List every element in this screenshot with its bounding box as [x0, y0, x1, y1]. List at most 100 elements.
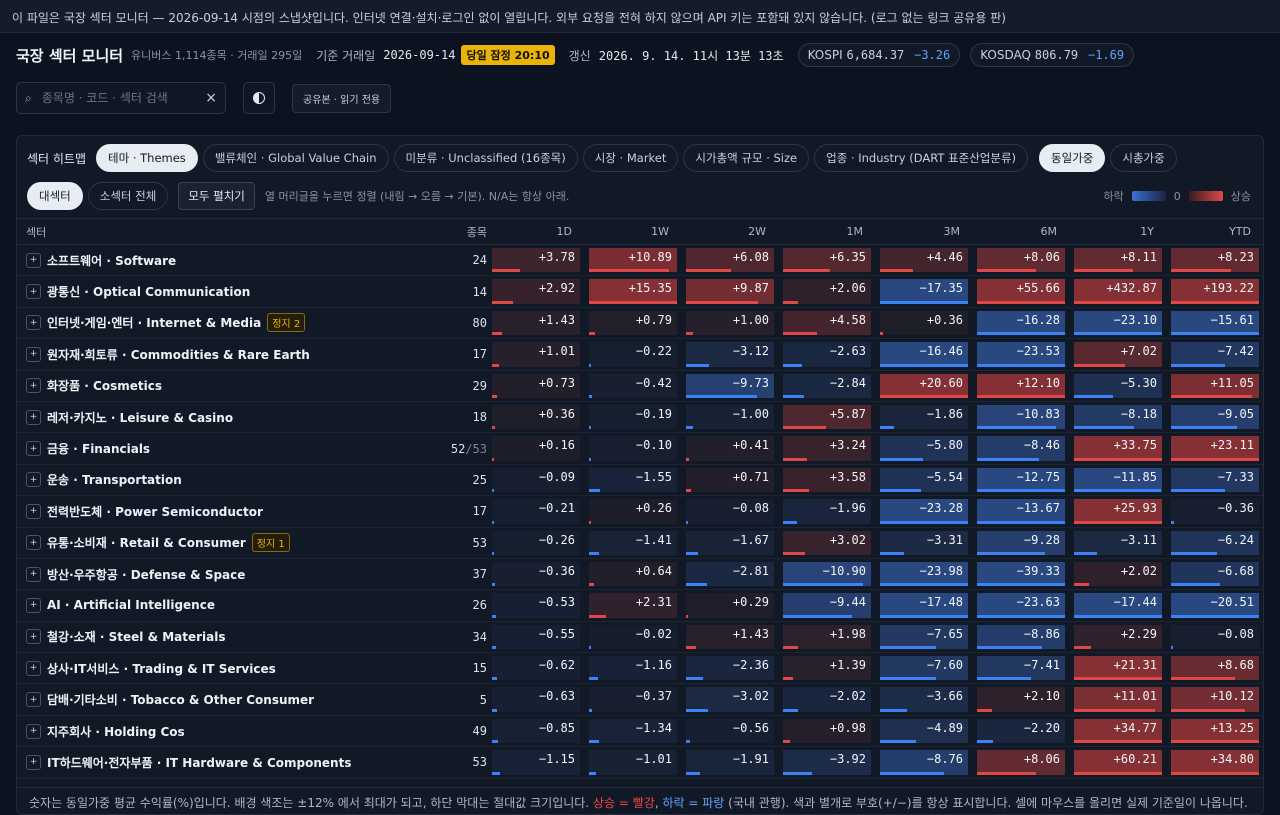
return-cell[interactable]: −23.53 — [972, 339, 1069, 369]
table-row[interactable]: + 광통신 · Optical Communication 14 +2.92 +15.3… — [17, 276, 1263, 308]
table-row[interactable]: + 레저·카지노 · Leisure & Casino 18 +0.36 −0.19 −1… — [17, 402, 1263, 434]
return-cell[interactable]: +3.58 — [778, 465, 875, 495]
table-row[interactable]: + 소프트웨어 · Software 24 +3.78 +10.89 +6.08 +6.35… — [17, 245, 1263, 277]
return-cell[interactable]: −10.90 — [778, 559, 875, 589]
return-cell[interactable]: −6.24 — [1166, 528, 1263, 558]
return-cell[interactable]: −0.62 — [487, 653, 584, 683]
return-cell[interactable]: +8.06 — [972, 747, 1069, 777]
return-cell[interactable]: −17.35 — [875, 276, 972, 306]
tab-size[interactable]: 시가총액 규모 · Size — [683, 144, 810, 172]
expand-row-icon[interactable]: + — [26, 629, 41, 645]
return-cell[interactable]: −0.85 — [487, 716, 584, 746]
return-cell[interactable]: −0.08 — [681, 496, 778, 526]
return-cell[interactable]: −1.55 — [584, 465, 681, 495]
return-cell[interactable]: −7.41 — [972, 653, 1069, 683]
table-row[interactable]: + 유통·소비재 · Retail & Consumer 정지 1 53 −0.26 −1… — [17, 528, 1263, 559]
tab-value-chain[interactable]: 밸류체인 · Global Value Chain — [202, 144, 389, 172]
return-cell[interactable]: −17.44 — [1069, 590, 1166, 620]
return-cell[interactable]: −0.42 — [584, 371, 681, 401]
return-cell[interactable]: −2.36 — [681, 653, 778, 683]
return-cell[interactable]: −3.11 — [1069, 528, 1166, 558]
table-row[interactable]: + 상사·IT서비스 · Trading & IT Services 15 −0.62… — [17, 653, 1263, 685]
tab-cap-weight[interactable]: 시총가중 — [1110, 144, 1177, 172]
table-row[interactable]: + AI · Artificial Intelligence 26 −0.53 +2.3… — [17, 590, 1263, 622]
column-header-1w[interactable]: 1W — [651, 225, 669, 238]
return-cell[interactable]: +1.98 — [778, 622, 875, 652]
table-row[interactable]: + IT하드웨어·전자부품 · IT Hardware & Components 5… — [17, 747, 1263, 779]
return-cell[interactable]: +0.36 — [487, 402, 584, 432]
expand-row-icon[interactable]: + — [26, 535, 41, 551]
return-cell[interactable]: +432.87 — [1069, 276, 1166, 306]
return-cell[interactable]: −1.86 — [875, 402, 972, 432]
return-cell[interactable]: +13.25 — [1166, 716, 1263, 746]
column-header-3m[interactable]: 3M — [943, 225, 961, 238]
return-cell[interactable]: +8.68 — [1166, 653, 1263, 683]
return-cell[interactable]: −0.08 — [1166, 622, 1263, 652]
return-cell[interactable]: +1.00 — [681, 308, 778, 338]
return-cell[interactable]: +20.60 — [875, 371, 972, 401]
return-cell[interactable]: +11.05 — [1166, 371, 1263, 401]
tab-major-sectors[interactable]: 대섹터 — [27, 182, 83, 210]
return-cell[interactable]: +2.31 — [584, 590, 681, 620]
tab-unclassified[interactable]: 미분류 · Unclassified (16종목) — [393, 144, 578, 172]
return-cell[interactable]: −7.60 — [875, 653, 972, 683]
return-cell[interactable]: +2.06 — [778, 276, 875, 306]
return-cell[interactable]: −23.28 — [875, 496, 972, 526]
expand-all-button[interactable]: 모두 펼치기 — [178, 182, 255, 210]
return-cell[interactable]: −0.19 — [584, 402, 681, 432]
return-cell[interactable]: −3.02 — [681, 684, 778, 714]
tab-industry[interactable]: 업종 · Industry (DART 표준산업분류) — [814, 144, 1029, 172]
return-cell[interactable]: −2.81 — [681, 559, 778, 589]
return-cell[interactable]: −0.36 — [487, 559, 584, 589]
return-cell[interactable]: +6.08 — [681, 245, 778, 275]
return-cell[interactable]: −2.20 — [972, 716, 1069, 746]
return-cell[interactable]: −0.55 — [487, 622, 584, 652]
return-cell[interactable]: +0.71 — [681, 465, 778, 495]
return-cell[interactable]: −5.30 — [1069, 371, 1166, 401]
column-header-1y[interactable]: 1Y — [1140, 225, 1154, 238]
return-cell[interactable]: −1.41 — [584, 528, 681, 558]
return-cell[interactable]: +2.10 — [972, 684, 1069, 714]
return-cell[interactable]: −6.68 — [1166, 559, 1263, 589]
return-cell[interactable]: −0.36 — [1166, 496, 1263, 526]
return-cell[interactable]: +3.78 — [487, 245, 584, 275]
expand-row-icon[interactable]: + — [26, 441, 41, 457]
expand-row-icon[interactable]: + — [26, 660, 41, 676]
table-row[interactable]: + 화장품 · Cosmetics 29 +0.73 −0.42 −9.73 −2.84 +2… — [17, 371, 1263, 402]
return-cell[interactable]: +8.11 — [1069, 245, 1166, 275]
return-cell[interactable]: +12.10 — [972, 371, 1069, 401]
return-cell[interactable]: +1.01 — [487, 339, 584, 369]
return-cell[interactable]: −0.02 — [584, 622, 681, 652]
return-cell[interactable]: +0.36 — [875, 308, 972, 338]
return-cell[interactable]: +0.73 — [487, 371, 584, 401]
share-readonly-button[interactable]: 공유본 · 읽기 전용 — [292, 83, 392, 113]
return-cell[interactable]: +25.93 — [1069, 496, 1166, 526]
return-cell[interactable]: −9.28 — [972, 528, 1069, 558]
column-header-ytd[interactable]: YTD — [1229, 225, 1251, 238]
return-cell[interactable]: −2.02 — [778, 684, 875, 714]
return-cell[interactable]: +193.22 — [1166, 276, 1263, 306]
return-cell[interactable]: −11.85 — [1069, 465, 1166, 495]
return-cell[interactable]: +6.35 — [778, 245, 875, 275]
return-cell[interactable]: −0.63 — [487, 684, 584, 714]
expand-row-icon[interactable]: + — [26, 315, 41, 331]
return-cell[interactable]: +21.31 — [1069, 653, 1166, 683]
return-cell[interactable]: +1.43 — [487, 308, 584, 338]
return-cell[interactable]: +2.02 — [1069, 559, 1166, 589]
expand-row-icon[interactable]: + — [26, 692, 41, 708]
expand-row-icon[interactable]: + — [26, 346, 41, 362]
expand-row-icon[interactable]: + — [26, 503, 41, 519]
return-cell[interactable]: −23.98 — [875, 559, 972, 589]
expand-row-icon[interactable]: + — [26, 597, 41, 613]
column-header-count[interactable]: 종목 — [466, 225, 487, 239]
return-cell[interactable]: +0.64 — [584, 559, 681, 589]
return-cell[interactable]: +10.89 — [584, 245, 681, 275]
return-cell[interactable]: −0.53 — [487, 590, 584, 620]
return-cell[interactable]: −17.48 — [875, 590, 972, 620]
return-cell[interactable]: −0.10 — [584, 433, 681, 463]
table-row[interactable]: + 원자재·희토류 · Commodities & Rare Earth 17 +1.… — [17, 339, 1263, 371]
return-cell[interactable]: −7.65 — [875, 622, 972, 652]
return-cell[interactable]: −1.67 — [681, 528, 778, 558]
return-cell[interactable]: −0.09 — [487, 465, 584, 495]
return-cell[interactable]: +0.79 — [584, 308, 681, 338]
